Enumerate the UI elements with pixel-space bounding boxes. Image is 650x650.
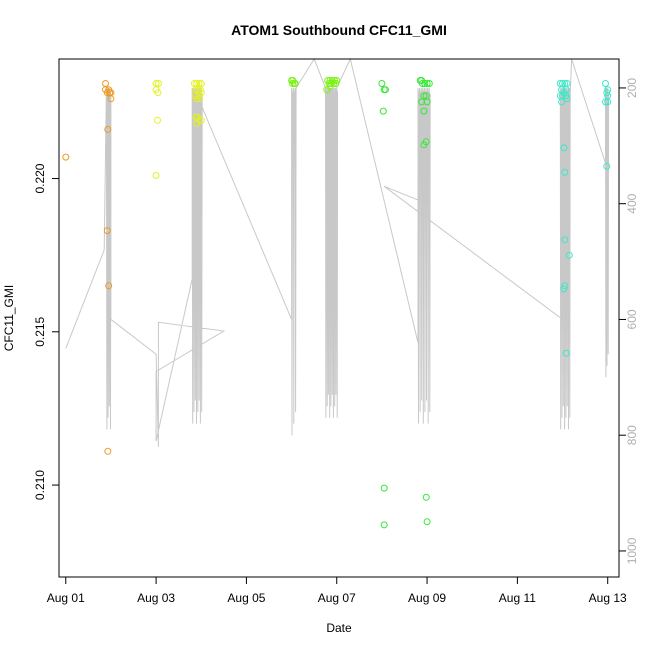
y-axis: 0.210 0.215 0.220	[33, 163, 60, 500]
data-point	[562, 349, 570, 357]
data-point	[603, 162, 611, 170]
data-point	[378, 80, 386, 87]
data-point	[420, 107, 428, 115]
y2-tick-label: 800	[625, 425, 639, 445]
data-point	[62, 153, 70, 161]
x-tick-label: Aug 13	[589, 591, 627, 605]
chart-title: ATOM1 Southbound CFC11_GMI	[231, 22, 447, 38]
data-point	[327, 80, 335, 87]
data-point	[379, 107, 387, 115]
data-point	[193, 95, 201, 103]
data-point	[103, 227, 111, 235]
data-point	[563, 95, 571, 103]
data-point	[102, 80, 109, 87]
y2-tick-label: 600	[625, 309, 639, 329]
data-point	[152, 172, 160, 179]
data-point	[196, 95, 203, 103]
data-point	[602, 98, 609, 106]
data-point	[419, 80, 426, 87]
data-points	[62, 77, 612, 529]
x-tick-label: Aug 07	[318, 591, 356, 605]
data-point	[423, 518, 431, 526]
y-axis-label: CFC11_GMI	[2, 285, 16, 351]
data-point	[154, 89, 162, 97]
data-point	[326, 83, 334, 91]
data-point	[154, 80, 162, 87]
data-point	[197, 89, 205, 97]
x-tick-label: Aug 11	[499, 591, 536, 605]
data-point	[604, 98, 612, 106]
pressure-profile-lines	[65, 57, 610, 447]
data-point	[425, 80, 433, 87]
x-tick-label: Aug 01	[47, 591, 85, 605]
data-point	[104, 447, 112, 455]
data-point	[107, 95, 115, 103]
y-tick-label: 0.210	[33, 470, 47, 500]
data-point	[380, 521, 388, 529]
data-point	[194, 113, 202, 121]
data-point	[561, 168, 569, 176]
data-point	[154, 116, 161, 124]
data-point	[561, 236, 569, 244]
data-point	[289, 80, 296, 87]
y2-axis: 200 400 600 800 1000	[618, 78, 639, 564]
x-axis: Aug 01 Aug 03 Aug 05 Aug 07 Aug 09 Aug 11 Aug …	[47, 576, 627, 605]
data-point	[603, 89, 611, 97]
x-tick-label: Aug 09	[408, 591, 446, 605]
y2-tick-label: 200	[625, 78, 639, 98]
y-tick-label: 0.220	[33, 163, 47, 193]
data-point	[332, 80, 340, 87]
x-tick-label: Aug 03	[137, 591, 175, 605]
data-point	[422, 493, 430, 501]
x-tick-label: Aug 05	[227, 591, 265, 605]
y-tick-label: 0.215	[33, 316, 47, 346]
data-point	[105, 282, 113, 290]
data-point	[382, 86, 389, 94]
data-point	[291, 80, 299, 87]
plot-frame	[58, 58, 620, 578]
data-point	[558, 98, 566, 106]
data-point	[418, 77, 426, 84]
data-point	[562, 92, 570, 100]
y2-tick-label: 1000	[625, 537, 639, 564]
data-point	[560, 144, 568, 152]
data-point	[380, 484, 388, 492]
data-point	[423, 98, 431, 106]
data-point	[420, 92, 428, 100]
data-point	[325, 80, 333, 87]
x-axis-label: Date	[326, 621, 352, 635]
data-point	[602, 80, 609, 87]
data-point	[565, 251, 573, 259]
data-point	[560, 285, 568, 293]
data-point	[423, 80, 431, 87]
data-point	[561, 282, 569, 290]
data-point	[104, 126, 112, 133]
data-point	[420, 141, 428, 149]
y2-tick-label: 400	[625, 193, 639, 213]
pressure-profile-path	[65, 57, 610, 447]
